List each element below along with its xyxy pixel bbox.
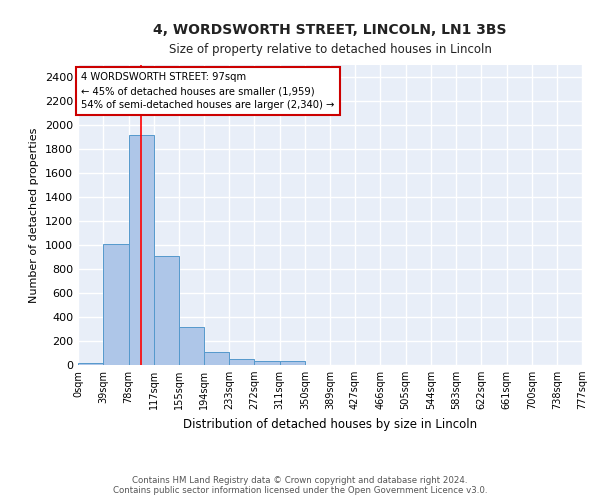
Text: 4, WORDSWORTH STREET, LINCOLN, LN1 3BS: 4, WORDSWORTH STREET, LINCOLN, LN1 3BS (153, 22, 507, 36)
Bar (229, 359, 254, 365)
Bar (204, 352, 229, 365)
Bar (254, 362, 280, 365)
X-axis label: Distribution of detached houses by size in Lincoln: Distribution of detached houses by size … (183, 418, 477, 430)
Bar (128, 134, 154, 365)
Text: Contains public sector information licensed under the Open Government Licence v3: Contains public sector information licen… (113, 486, 487, 495)
Text: Contains HM Land Registry data © Crown copyright and database right 2024.: Contains HM Land Registry data © Crown c… (132, 476, 468, 485)
Text: Size of property relative to detached houses in Lincoln: Size of property relative to detached ho… (169, 42, 491, 56)
Bar (103, 244, 128, 365)
Bar (78, 362, 103, 365)
Y-axis label: Number of detached properties: Number of detached properties (29, 128, 40, 302)
Text: 4 WORDSWORTH STREET: 97sqm
← 45% of detached houses are smaller (1,959)
54% of s: 4 WORDSWORTH STREET: 97sqm ← 45% of deta… (81, 72, 335, 110)
Bar (154, 256, 179, 365)
Bar (280, 362, 305, 365)
Bar (179, 326, 204, 365)
